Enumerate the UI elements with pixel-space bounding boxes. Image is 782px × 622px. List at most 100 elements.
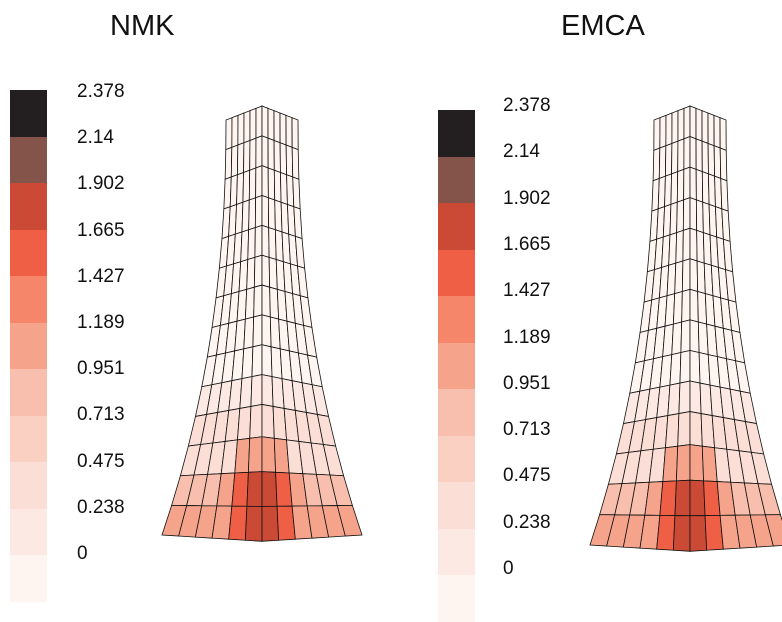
mesh-cell	[672, 515, 691, 552]
colorbar-label: 1.665	[503, 233, 551, 255]
colorbar-label: 0	[503, 558, 514, 579]
mesh-cell	[695, 138, 703, 173]
mesh-cell	[279, 142, 287, 176]
mesh-cell	[719, 147, 728, 182]
mesh-cell	[253, 284, 263, 318]
mesh-cell	[656, 514, 676, 551]
colorbar-label: 1.902	[77, 173, 125, 195]
mesh-cell	[683, 166, 691, 201]
mesh-cell	[241, 346, 254, 380]
mesh-cell	[707, 112, 715, 147]
mesh-cell	[261, 374, 274, 407]
colorbar-label: 2.14	[503, 141, 540, 163]
mesh-cell	[689, 105, 697, 140]
mesh-cell	[273, 110, 281, 144]
mesh-cell	[254, 224, 263, 258]
mesh-cell	[291, 117, 299, 151]
colorbar-swatch	[10, 462, 47, 509]
colorbar-label: 2.378	[503, 95, 551, 116]
colorbar-label: 1.427	[503, 280, 551, 302]
colorbar-label: 2.14	[77, 127, 114, 149]
colorbar-swatch	[438, 203, 475, 250]
colorbar-label: 1.902	[503, 187, 551, 209]
mesh-cell	[721, 208, 731, 242]
mesh-cell	[701, 171, 710, 205]
mesh-cell	[659, 114, 667, 149]
colorbar-swatch	[438, 528, 475, 575]
colorbar-label: 0.713	[77, 404, 125, 426]
colorbar-label: 1.665	[77, 219, 125, 241]
colorbar-swatch	[438, 249, 475, 296]
mesh-cell	[695, 168, 704, 203]
mesh-cell	[672, 290, 683, 325]
mesh-cell	[255, 105, 263, 139]
mesh-cell	[662, 445, 679, 482]
mesh-cell	[292, 176, 301, 210]
colorbar-swatch	[438, 110, 475, 157]
mesh-cell	[707, 142, 715, 177]
mesh-cell	[243, 316, 255, 350]
mesh-cell	[665, 112, 673, 147]
colorbar-label: 0.475	[77, 450, 125, 472]
mesh-cell	[291, 146, 300, 180]
colorbar-label: 0.713	[503, 419, 551, 441]
mesh-cell	[251, 344, 263, 378]
mesh-cell	[267, 197, 276, 231]
colorbar-label: 0.238	[77, 496, 125, 518]
mesh-cell	[240, 229, 250, 263]
mesh-cell	[261, 194, 270, 229]
mesh-grid	[589, 105, 782, 552]
mesh-cell	[239, 376, 253, 409]
mesh-cell	[261, 254, 271, 288]
colorbar-swatch	[438, 342, 475, 389]
mesh-cell	[689, 227, 698, 262]
mesh-cell	[659, 480, 677, 516]
mesh-cell	[242, 169, 251, 203]
mesh-cell	[677, 138, 685, 173]
mesh-cell	[682, 227, 691, 262]
mesh-cell	[252, 314, 263, 348]
mesh-cell	[719, 117, 727, 151]
mesh-cell	[676, 168, 685, 203]
colorbar-swatch	[438, 389, 475, 436]
mesh-cell	[234, 437, 251, 474]
mesh-cell	[665, 142, 673, 177]
mesh-plot-emca	[589, 105, 782, 552]
mesh-cell	[249, 107, 257, 142]
mesh-grid	[161, 105, 363, 542]
colorbar-swatch	[10, 136, 47, 183]
mesh-cell	[720, 177, 729, 212]
mesh-cell	[224, 146, 233, 180]
mesh-cell	[230, 144, 239, 178]
mesh-cell	[293, 206, 303, 240]
mesh-cell	[279, 112, 287, 146]
mesh-cell	[237, 112, 245, 146]
mesh-cell	[273, 139, 281, 174]
mesh-cell	[669, 201, 678, 236]
mesh-cell	[671, 321, 683, 356]
mesh-cell	[285, 144, 294, 178]
nmk-panel: NMK 2.378 2.14 1.902 1.665 1.427 1.189 0.951 0.…	[0, 0, 391, 602]
mesh-cell	[670, 171, 679, 205]
colorbar-label: 0	[77, 543, 88, 564]
mesh-cell	[701, 110, 709, 145]
colorbar-swatch	[10, 508, 47, 555]
colorbar-swatch	[438, 296, 475, 343]
mesh-cell	[713, 114, 721, 149]
mesh-cell	[244, 286, 255, 320]
mesh-cell	[249, 137, 257, 171]
mesh-cell	[653, 117, 661, 151]
mesh-cell	[336, 504, 363, 537]
mesh-cell	[676, 199, 685, 234]
mesh-cell	[678, 380, 691, 415]
mesh-cell	[225, 117, 233, 151]
mesh-cell	[674, 479, 691, 517]
mesh-cell	[261, 344, 273, 378]
mesh-cell	[247, 436, 263, 473]
mesh-cell	[689, 166, 697, 201]
mesh-cell	[255, 135, 263, 169]
colorbar-label: 0.951	[77, 358, 125, 380]
mesh-cell	[689, 515, 708, 552]
mesh-cell	[689, 288, 699, 323]
mesh-cell	[683, 135, 691, 170]
